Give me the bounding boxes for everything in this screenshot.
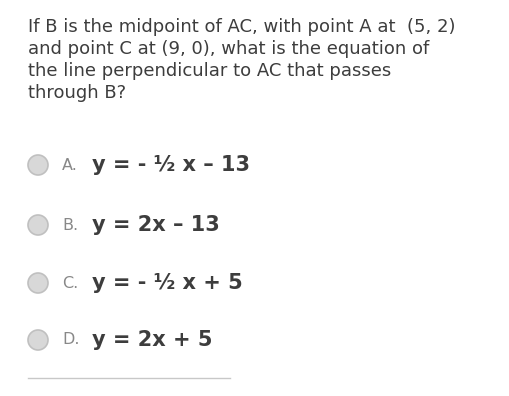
Circle shape: [28, 215, 48, 235]
Text: the line perpendicular to AC that passes: the line perpendicular to AC that passes: [28, 62, 390, 80]
Text: y = - ½ x – 13: y = - ½ x – 13: [92, 155, 249, 175]
Text: C.: C.: [62, 276, 78, 291]
Text: If B is the midpoint of AC, with point A at  (5, 2): If B is the midpoint of AC, with point A…: [28, 18, 455, 36]
Text: B.: B.: [62, 217, 78, 232]
Text: y = - ½ x + 5: y = - ½ x + 5: [92, 273, 242, 293]
Text: y = 2x + 5: y = 2x + 5: [92, 330, 212, 350]
Circle shape: [28, 273, 48, 293]
Circle shape: [28, 330, 48, 350]
Text: D.: D.: [62, 333, 79, 348]
Text: and point C at (9, 0), what is the equation of: and point C at (9, 0), what is the equat…: [28, 40, 429, 58]
Circle shape: [28, 155, 48, 175]
Text: through B?: through B?: [28, 84, 126, 102]
Text: y = 2x – 13: y = 2x – 13: [92, 215, 219, 235]
Text: A.: A.: [62, 158, 78, 173]
